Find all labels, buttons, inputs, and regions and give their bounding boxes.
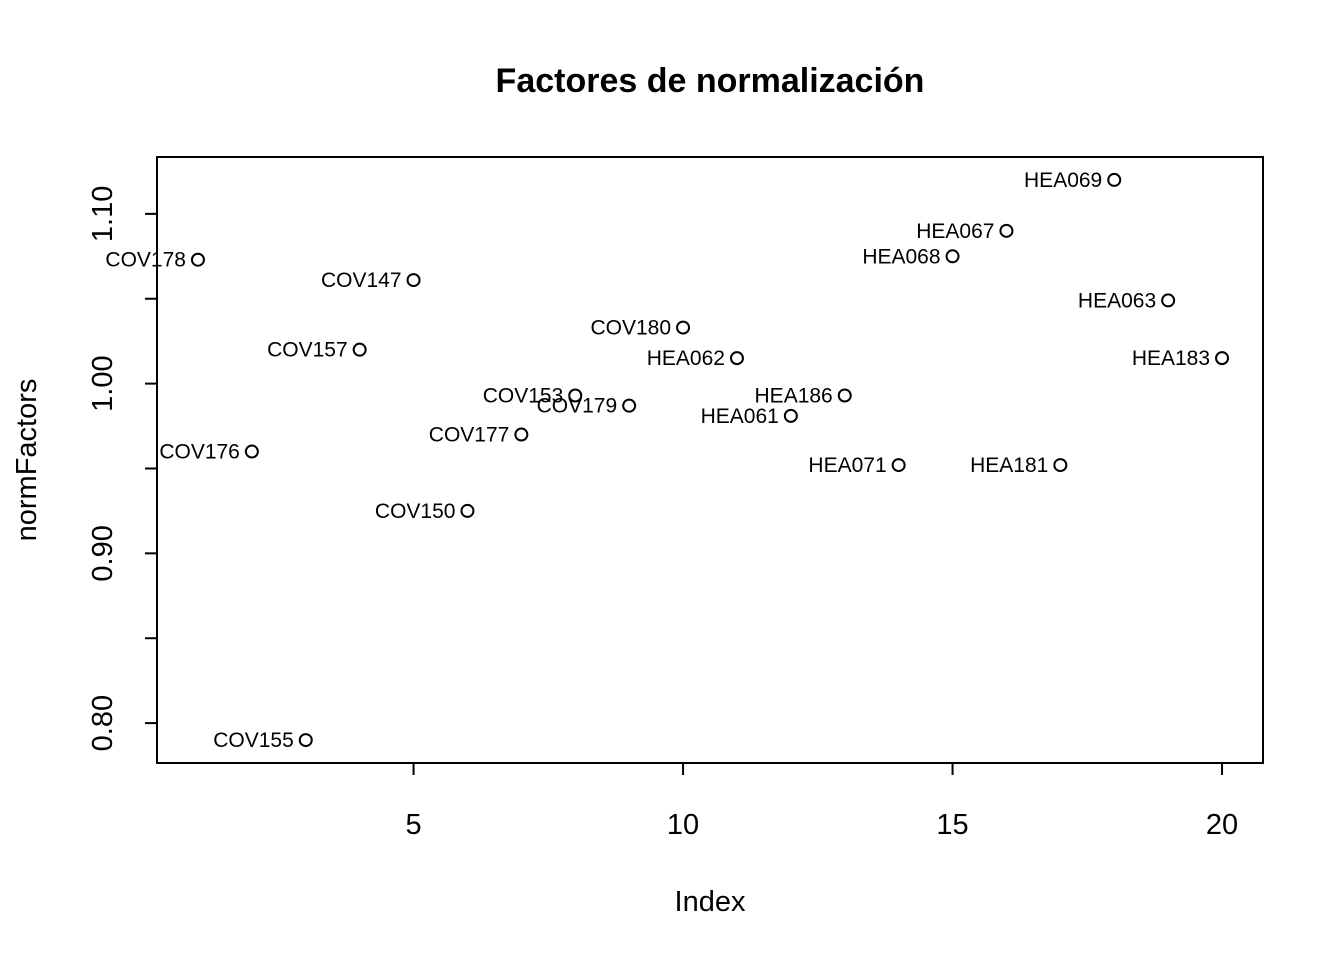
data-point: [298, 733, 313, 748]
data-point: [945, 249, 960, 264]
point-label: HEA069: [1024, 169, 1102, 192]
data-point: [568, 388, 583, 403]
point-label: HEA067: [916, 220, 994, 243]
data-point: [406, 273, 421, 288]
data-point: [729, 351, 744, 366]
data-point: [1161, 293, 1176, 308]
point-label: COV150: [375, 500, 456, 523]
y-axis-label: normFactors: [11, 379, 43, 542]
data-point: [514, 427, 529, 442]
data-point: [244, 444, 259, 459]
data-point: [676, 320, 691, 335]
x-tick-label: 5: [405, 809, 421, 841]
point-label: COV155: [213, 729, 294, 752]
point-label: HEA071: [808, 454, 886, 477]
point-label: COV180: [591, 317, 672, 340]
point-label: HEA062: [647, 347, 725, 370]
x-tick-label: 10: [667, 809, 699, 841]
data-point: [837, 388, 852, 403]
point-label: COV176: [159, 441, 240, 464]
point-label: HEA186: [755, 384, 833, 407]
y-tick-label: 0.90: [87, 525, 119, 581]
data-point: [460, 503, 475, 518]
point-label: COV157: [267, 339, 348, 362]
point-label: COV153: [483, 384, 564, 407]
plot-frame: [156, 156, 1264, 764]
data-points: [190, 172, 1230, 748]
data-point: [1107, 172, 1122, 187]
data-point: [1215, 351, 1230, 366]
point-labels: COV178 COV176 COV155 COV157 COV147 COV150 COV1…: [105, 169, 1210, 752]
y-axis: 0.80 0.90 1.00 1.10: [87, 186, 157, 751]
x-tick-label: 15: [936, 809, 968, 841]
point-label: HEA183: [1132, 347, 1210, 370]
y-tick-label: 1.10: [87, 186, 119, 242]
data-point: [622, 398, 637, 413]
x-axis: 5 10 15 20: [405, 763, 1238, 841]
data-point: [1053, 458, 1068, 473]
data-point: [352, 342, 367, 357]
x-axis-label: Index: [675, 886, 746, 918]
point-label: HEA061: [701, 405, 779, 428]
point-label: HEA068: [862, 245, 940, 268]
point-label: COV147: [321, 269, 402, 292]
point-label: COV179: [537, 395, 618, 418]
point-label: COV177: [429, 424, 510, 447]
data-point: [891, 458, 906, 473]
y-tick-label: 0.80: [87, 695, 119, 751]
data-point: [783, 408, 798, 423]
point-label: COV178: [105, 249, 186, 272]
point-label: HEA063: [1078, 289, 1156, 312]
x-tick-label: 20: [1206, 809, 1238, 841]
chart-title: Factores de normalización: [496, 62, 925, 100]
data-point: [999, 223, 1014, 238]
point-label: HEA181: [970, 454, 1048, 477]
y-tick-label: 1.00: [87, 355, 119, 411]
data-point: [190, 252, 205, 267]
